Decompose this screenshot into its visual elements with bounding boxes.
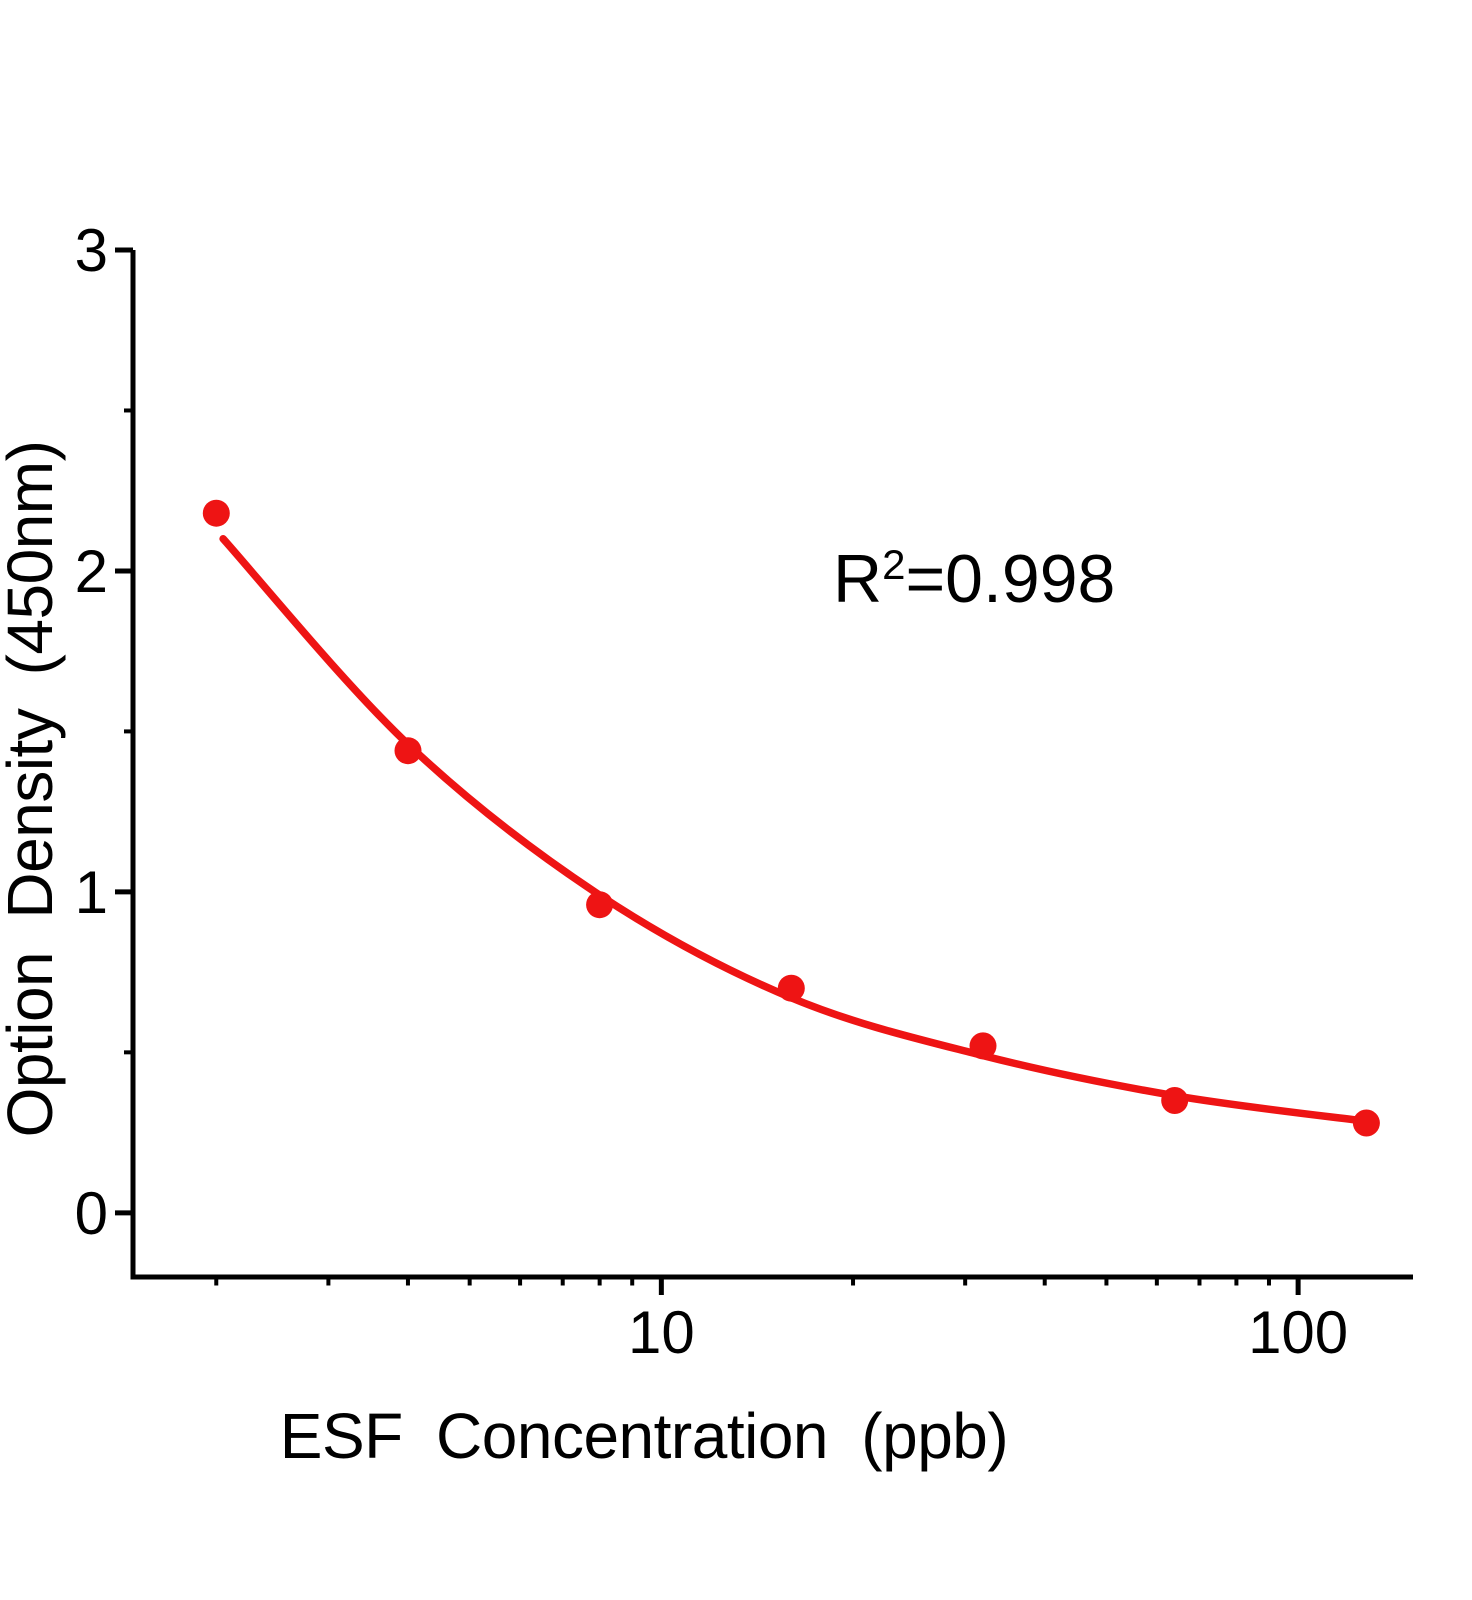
y-tick-label: 2 [75,538,108,605]
r-squared-base: R [833,541,883,617]
data-point [1161,1087,1189,1114]
data-point [969,1032,997,1060]
x-tick-label: 100 [1248,1299,1348,1366]
data-point [777,974,805,1002]
axis-frame [130,250,1413,1280]
y-tick-label: 3 [75,217,108,284]
y-tick-label: 1 [75,859,108,926]
x-tick-label: 10 [628,1299,695,1366]
fit-curve-line [219,535,1371,1126]
r-squared-value: =0.998 [905,541,1116,617]
x-axis-title: ESF Concentration (ppb) [279,1400,1009,1472]
r-squared-annotation: R2=0.998 [833,544,1115,614]
data-point [202,499,230,527]
r-squared-exponent: 2 [882,541,906,588]
data-point [394,737,422,765]
data-point [1352,1109,1380,1137]
y-axis-title: Option Density (450nm) [0,440,66,1138]
data-point [586,891,614,919]
y-tick-label: 0 [75,1180,108,1247]
